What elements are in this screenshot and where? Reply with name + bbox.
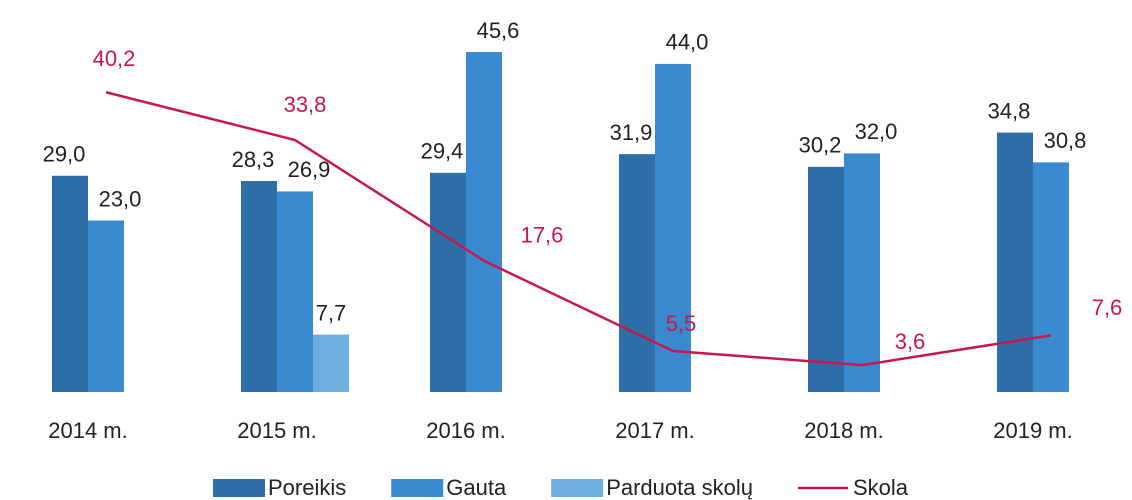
- legend-swatch: [213, 479, 265, 497]
- legend-label: Poreikis: [268, 475, 346, 500]
- x-tick-label: 2014 m.: [48, 418, 128, 443]
- bar: [844, 153, 880, 392]
- data-label: 3,6: [895, 329, 926, 354]
- x-tick-label: 2015 m.: [237, 418, 317, 443]
- data-label: 44,0: [666, 30, 709, 55]
- legend-swatch: [391, 479, 444, 497]
- data-label: 17,6: [521, 223, 564, 248]
- data-label: 32,0: [855, 119, 898, 144]
- x-tick-label: 2017 m.: [615, 418, 695, 443]
- data-label: 7,6: [1092, 295, 1123, 320]
- bar: [52, 175, 88, 392]
- line: [105, 91, 1052, 367]
- data-label: 28,3: [232, 147, 275, 172]
- data-label: 23,0: [99, 186, 142, 211]
- bar: [88, 220, 124, 392]
- legend-label: Skola: [853, 475, 909, 500]
- bar: [241, 180, 277, 392]
- bar: [619, 154, 655, 392]
- bar: [808, 166, 844, 392]
- data-label: 29,0: [43, 142, 86, 167]
- bar: [277, 191, 313, 392]
- bar: [466, 52, 502, 392]
- data-label: 31,9: [610, 120, 653, 145]
- data-label: 26,9: [288, 157, 331, 182]
- x-tick-label: 2016 m.: [426, 418, 506, 443]
- legend-label: Parduota skolų: [606, 475, 753, 500]
- legend-label: Gauta: [446, 475, 507, 500]
- data-label: 30,2: [799, 133, 842, 158]
- x-tick-label: 2018 m.: [804, 418, 884, 443]
- data-label: 33,8: [284, 92, 327, 117]
- data-label: 45,6: [477, 18, 520, 43]
- bar: [430, 172, 466, 392]
- data-label: 30,8: [1044, 128, 1087, 153]
- x-tick-label: 2019 m.: [993, 418, 1073, 443]
- legend-swatch: [551, 479, 604, 497]
- data-label: 29,4: [421, 139, 464, 164]
- data-label: 5,5: [666, 311, 697, 336]
- data-label: 40,2: [93, 46, 136, 71]
- bar: [997, 132, 1033, 393]
- data-label: 34,8: [988, 98, 1031, 123]
- data-label: 7,7: [316, 300, 347, 325]
- bar: [1033, 162, 1069, 392]
- bar: [313, 334, 349, 392]
- bar: [655, 63, 691, 393]
